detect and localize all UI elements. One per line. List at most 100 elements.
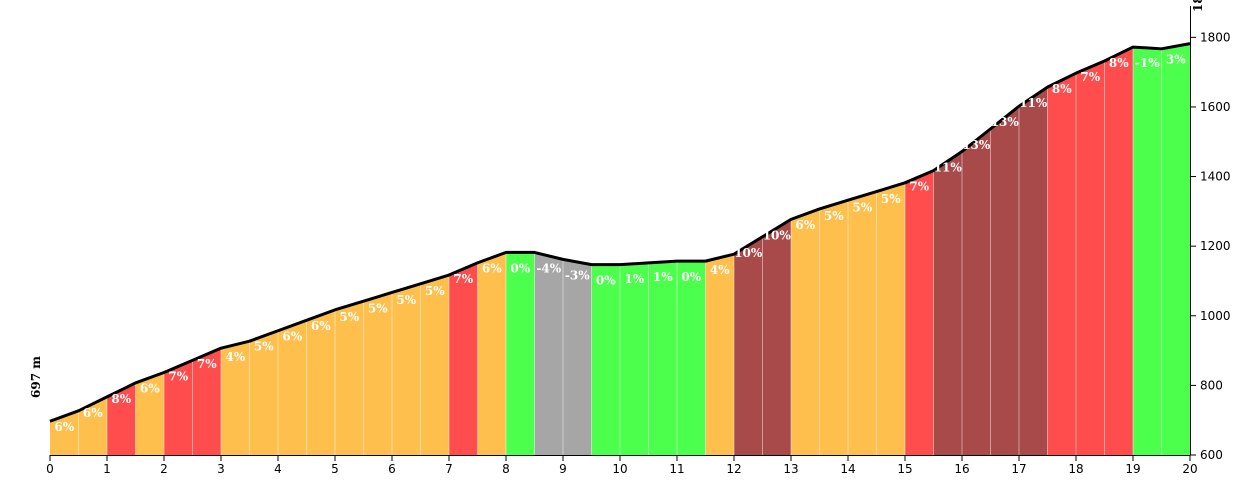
segment-area bbox=[392, 283, 421, 455]
grade-label: 13% bbox=[991, 115, 1020, 129]
grade-label: 5% bbox=[425, 284, 445, 298]
y-tick-label: 1400 bbox=[1200, 170, 1231, 184]
segment-area bbox=[449, 262, 478, 455]
y-tick-label: 1800 bbox=[1200, 30, 1231, 44]
x-tick-label: 2 bbox=[160, 462, 168, 476]
grade-label: 7% bbox=[1080, 70, 1100, 84]
grade-label: 6% bbox=[54, 420, 74, 434]
grade-label: 5% bbox=[339, 310, 359, 324]
segment-area bbox=[962, 128, 991, 455]
x-tick-label: 4 bbox=[274, 462, 282, 476]
y-tick-label: 1200 bbox=[1200, 239, 1231, 253]
segment-area bbox=[477, 252, 506, 455]
x-tick-label: 0 bbox=[46, 462, 54, 476]
segments-layer bbox=[50, 43, 1190, 456]
segment-area bbox=[1133, 47, 1162, 455]
segment-area bbox=[506, 252, 535, 455]
grade-label: 7% bbox=[453, 272, 473, 286]
grade-label: 4% bbox=[710, 263, 730, 277]
segment-area bbox=[50, 410, 79, 455]
y-tick-label: 600 bbox=[1200, 448, 1223, 462]
grade-label: 13% bbox=[962, 138, 991, 152]
grade-label: 5% bbox=[852, 201, 872, 215]
grade-label: 6% bbox=[282, 329, 302, 343]
grade-label: 7% bbox=[909, 180, 929, 194]
x-tick-label: 11 bbox=[669, 462, 684, 476]
grade-label: -3% bbox=[565, 268, 590, 282]
end-elevation-label: 18 bbox=[1191, 0, 1205, 12]
grade-label: 4% bbox=[225, 350, 245, 364]
start-elevation-label: 697 m bbox=[29, 356, 43, 398]
grade-label: 7% bbox=[168, 369, 188, 383]
x-tick-label: 9 bbox=[559, 462, 567, 476]
grade-label: 1% bbox=[624, 272, 644, 286]
x-axis: 0 1 2 3 4 5 6 7 8 9 10 11 12 13 14 15 16 17 18 19 20 bbox=[46, 455, 1198, 476]
segment-area bbox=[249, 330, 278, 455]
x-tick-label: 10 bbox=[612, 462, 627, 476]
y-tick-label: 1600 bbox=[1200, 100, 1231, 114]
grade-label: 6% bbox=[140, 382, 160, 396]
grade-label: 8% bbox=[1109, 56, 1129, 70]
segment-area bbox=[107, 382, 136, 455]
segment-separators bbox=[78, 47, 1162, 455]
segment-area bbox=[335, 301, 364, 455]
grade-label: 11% bbox=[934, 160, 963, 174]
y-tick-label: 800 bbox=[1200, 378, 1223, 392]
segment-area bbox=[905, 170, 934, 455]
segment-area bbox=[791, 208, 820, 455]
segment-area bbox=[1161, 43, 1190, 455]
grade-label: 6% bbox=[311, 319, 331, 333]
x-tick-label: 18 bbox=[1068, 462, 1083, 476]
grade-label: 5% bbox=[254, 340, 274, 354]
grade-label: 8% bbox=[111, 392, 131, 406]
x-tick-label: 3 bbox=[217, 462, 225, 476]
grade-label: 5% bbox=[396, 293, 416, 307]
x-tick-label: 8 bbox=[502, 462, 510, 476]
x-tick-label: 16 bbox=[954, 462, 969, 476]
segment-area bbox=[990, 106, 1019, 456]
segment-area bbox=[192, 348, 221, 455]
segment-area bbox=[563, 259, 592, 455]
x-tick-label: 1 bbox=[103, 462, 111, 476]
grade-label: 7% bbox=[197, 357, 217, 371]
y-axis: 600 800 1000 1200 1400 1600 1800 bbox=[1190, 6, 1231, 462]
segment-area bbox=[420, 275, 449, 455]
grade-label: 0% bbox=[510, 261, 530, 275]
segment-area bbox=[762, 219, 791, 455]
grade-label: 6% bbox=[83, 406, 103, 420]
grade-label: -4% bbox=[536, 261, 561, 275]
segment-area bbox=[848, 191, 877, 455]
profile-line-layer bbox=[49, 42, 1191, 423]
x-tick-label: 5 bbox=[331, 462, 339, 476]
segment-area bbox=[306, 309, 335, 455]
x-tick-label: 17 bbox=[1011, 462, 1026, 476]
grade-label: 0% bbox=[596, 274, 616, 288]
grade-label: -1% bbox=[1135, 56, 1160, 70]
segment-area bbox=[1047, 73, 1076, 456]
grade-label: 5% bbox=[824, 209, 844, 223]
grade-label: 11% bbox=[1019, 96, 1048, 110]
segment-area bbox=[677, 261, 706, 455]
grade-label: 1% bbox=[653, 270, 673, 284]
segment-area bbox=[221, 341, 250, 455]
segment-area bbox=[705, 254, 734, 455]
segment-area bbox=[876, 182, 905, 456]
segment-area bbox=[1019, 87, 1048, 455]
x-tick-label: 19 bbox=[1125, 462, 1140, 476]
x-tick-label: 12 bbox=[726, 462, 741, 476]
grade-label: 10% bbox=[734, 246, 763, 260]
grade-label: 3% bbox=[1166, 53, 1186, 67]
segment-area bbox=[819, 200, 848, 455]
segment-area bbox=[620, 262, 649, 455]
segment-area bbox=[648, 261, 677, 455]
x-tick-label: 6 bbox=[388, 462, 396, 476]
segment-area bbox=[363, 292, 392, 455]
grade-label: 8% bbox=[1052, 82, 1072, 96]
segment-area bbox=[734, 236, 763, 455]
segment-area bbox=[591, 264, 620, 455]
x-tick-label: 20 bbox=[1182, 462, 1197, 476]
grade-labels: 6% 6% 8% 6% 7% 7% 4% 5% 6% 6% 5% 5% 5% 5% 7% 6% 0% -4% -3%… bbox=[54, 53, 1186, 434]
segment-area bbox=[1076, 60, 1105, 455]
grade-label: 0% bbox=[681, 270, 701, 284]
